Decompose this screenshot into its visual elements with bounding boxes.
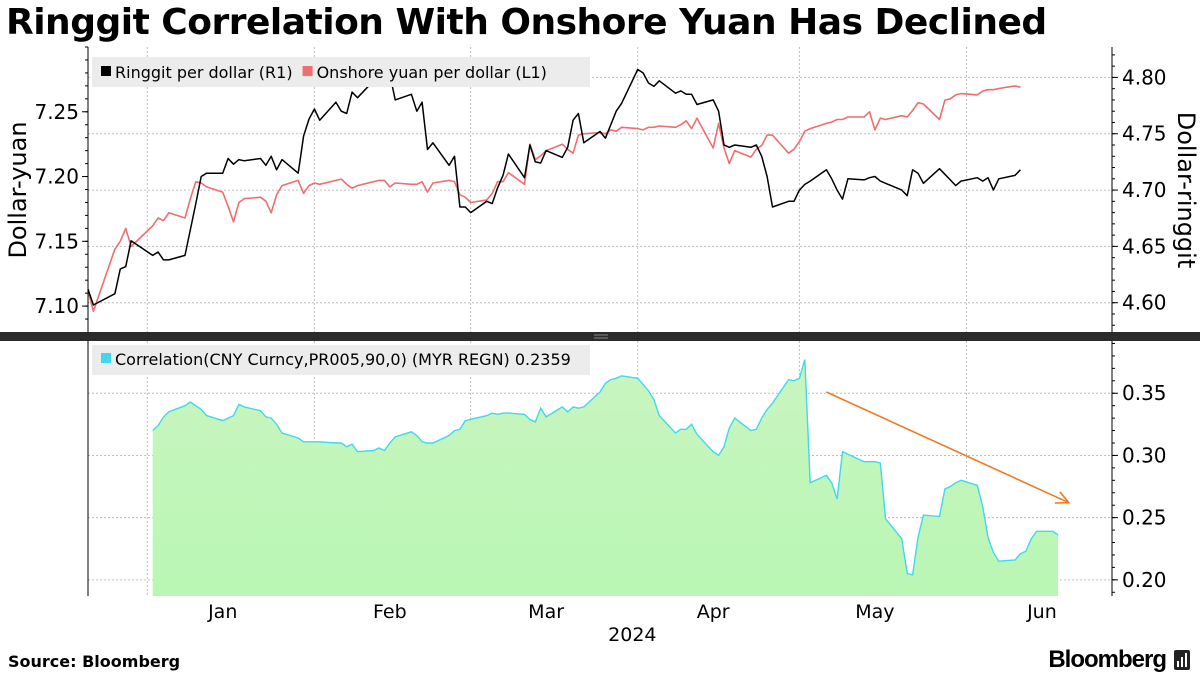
x-axis-year-label: 2024 [608, 624, 656, 646]
panel-divider [0, 332, 1200, 341]
x-axis-tick-label: Jan [207, 601, 237, 623]
x-axis-tick-label: Apr [697, 601, 730, 623]
x-axis-tick-label: Mar [528, 601, 564, 623]
legend-swatch [101, 66, 111, 76]
trend-arrow-shaft [826, 391, 1070, 504]
top-legend: Ringgit per dollar (R1) Onshore yuan per … [92, 57, 590, 87]
left-axis-title: Dollar-yuan [4, 121, 32, 258]
chart-title: Ringgit Correlation With Onshore Yuan Ha… [6, 2, 1047, 43]
legend-swatch [101, 353, 111, 363]
legend-label: Correlation(CNY Curncy,PR005,90,0) (MYR … [115, 350, 571, 369]
right-axis-title: Dollar-ringgit [1172, 112, 1200, 269]
left-axis-tick-label: 7.10 [34, 294, 79, 318]
bottom-legend-background [92, 345, 590, 375]
bloomberg-terminal-icon [1174, 650, 1190, 670]
x-axis-tick-label: Jun [1026, 601, 1057, 623]
top-panel-background [88, 47, 1112, 332]
bottom-right-axis-tick-label: 0.30 [1122, 443, 1167, 467]
ringgit-line [87, 67, 1021, 306]
legend-label: Ringgit per dollar (R1) [115, 63, 293, 82]
left-axis-tick-label: 7.25 [34, 100, 79, 124]
bottom-legend: Correlation(CNY Curncy,PR005,90,0) (MYR … [92, 345, 590, 375]
right-axis-tick-label: 4.60 [1122, 291, 1167, 315]
left-axis-tick-label: 7.15 [34, 229, 79, 253]
right-axis-tick-label: 4.65 [1122, 234, 1167, 258]
left-axis-tick-label: 7.20 [34, 165, 79, 189]
source-note: Source: Bloomberg [8, 652, 181, 671]
right-axis-tick-label: 4.70 [1122, 178, 1167, 202]
trend-arrow-head [1054, 491, 1071, 504]
x-axis-tick-label: Feb [373, 601, 407, 623]
legend-label: Onshore yuan per dollar (L1) [317, 63, 547, 82]
right-axis-tick-label: 4.80 [1122, 65, 1167, 89]
correlation-area-fill [152, 359, 1059, 596]
correlation-line [152, 359, 1059, 576]
bottom-right-axis-tick-label: 0.35 [1122, 381, 1167, 405]
bottom-right-axis-tick-label: 0.20 [1122, 568, 1167, 592]
bottom-right-axis-tick-label: 0.25 [1122, 506, 1167, 530]
legend-swatch [302, 66, 313, 76]
top-legend-background [92, 57, 590, 87]
brand-logo: Bloomberg [1048, 646, 1167, 673]
right-axis-tick-label: 4.75 [1122, 122, 1167, 146]
onshore-yuan-line [87, 85, 1021, 313]
x-axis-tick-label: May [855, 601, 894, 623]
